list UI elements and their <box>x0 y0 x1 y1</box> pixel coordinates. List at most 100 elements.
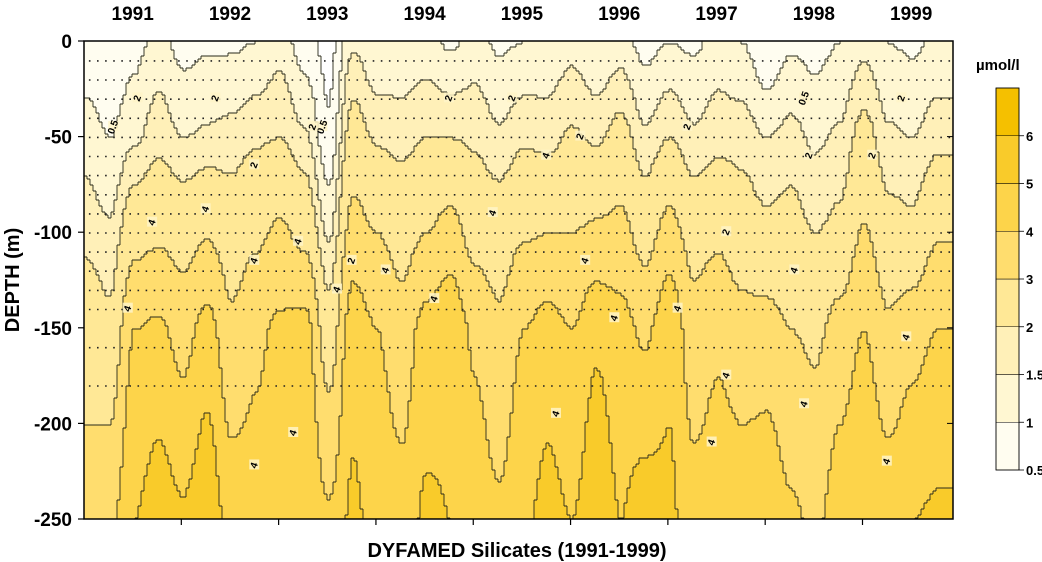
y-tick-label: -250 <box>34 510 72 531</box>
contour-label-bg <box>380 264 391 275</box>
contour-label-bg <box>507 92 518 103</box>
contour-label-bg <box>896 92 907 103</box>
colorbar-label: 0.5 <box>1026 463 1042 478</box>
contour-label-bg <box>721 369 732 380</box>
contour-label: 4 <box>901 333 913 342</box>
contour-label: 4 <box>541 151 553 160</box>
contour-label: 4 <box>146 218 158 227</box>
contour-label-bg <box>706 436 717 447</box>
contour-label: 4 <box>580 256 592 265</box>
year-label: 1999 <box>890 4 932 25</box>
y-axis-title: DEPTH (m) <box>2 228 24 332</box>
contour-label-bg <box>429 293 440 304</box>
colorbar-label: 5 <box>1026 177 1033 192</box>
contour-label-bg <box>580 254 591 265</box>
colorbar-label: 2 <box>1026 320 1033 335</box>
contour-label: 2 <box>443 94 455 103</box>
contour-label-bg <box>307 121 318 132</box>
contour-label: 0.5 <box>315 118 330 135</box>
contour-label-bg <box>487 207 498 218</box>
colorbar-swatch <box>995 278 1020 327</box>
colorbar-label: 1.5 <box>1026 368 1042 383</box>
silicate-field <box>84 41 953 519</box>
y-tick-label: -50 <box>45 128 72 149</box>
contour-label-bg <box>799 92 810 103</box>
contour-label: 4 <box>249 461 261 470</box>
year-labels: 1991 1992 1993 1994 1995 1996 1997 1998 1999 <box>112 4 933 25</box>
contour-label: 0.5 <box>797 90 812 107</box>
contour-label-bg <box>443 92 454 103</box>
contour-label-bg <box>550 407 561 418</box>
contour-label-bg <box>672 302 683 313</box>
contour-label: 2 <box>507 94 519 103</box>
contour-label-bg <box>210 92 221 103</box>
year-label: 1998 <box>793 4 835 25</box>
contour-label: 2 <box>896 94 908 103</box>
year-label: 1995 <box>501 4 544 25</box>
contour-label-bg <box>200 203 211 214</box>
contour-label-bg <box>575 130 586 141</box>
colorbar-swatch <box>995 374 1020 423</box>
contour-label-bg <box>867 149 878 160</box>
contour-label: 2 <box>803 151 815 160</box>
contour-label: 4 <box>429 294 441 303</box>
year-ticks <box>180 519 864 525</box>
contour-label: 0.5 <box>106 118 121 135</box>
y-tick-label: 0 <box>61 32 72 53</box>
contour-label-bg <box>789 264 800 275</box>
colorbar-label: 1 <box>1026 415 1033 430</box>
contour-label-bg <box>799 398 810 409</box>
colorbar-swatch <box>995 87 1020 136</box>
contour-label: 2 <box>249 161 261 170</box>
colorbar-swatch <box>995 326 1020 375</box>
contour-label-bg <box>249 459 260 470</box>
contour-label-bg <box>881 455 892 466</box>
contour-label-bg <box>541 149 552 160</box>
contour-label: 4 <box>200 205 212 214</box>
colorbar-label: 3 <box>1026 272 1033 287</box>
contour-label: 2 <box>307 122 319 131</box>
contour-label: 2 <box>210 94 222 103</box>
colorbar-frame <box>995 87 1020 471</box>
contour-label: 4 <box>672 304 684 313</box>
contour-label-bg <box>132 92 143 103</box>
contour-label-bg <box>609 312 620 323</box>
contour-label: 4 <box>380 266 392 275</box>
contour-label-bg <box>901 331 912 342</box>
colorbar-labels: 0.5 1 1.5 2 3 4 5 6 <box>1019 129 1042 478</box>
colorbar-label: 4 <box>1026 224 1034 239</box>
contour-label: 4 <box>122 304 134 313</box>
year-label: 1993 <box>306 4 348 25</box>
contour-label-bg <box>147 216 158 227</box>
contour-label: 4 <box>798 400 810 409</box>
contour-label: 4 <box>609 314 621 323</box>
contour-label-bg <box>108 121 119 132</box>
colorbar-swatch <box>995 422 1020 471</box>
y-tick-label: -150 <box>34 319 72 340</box>
year-label: 1991 <box>112 4 155 25</box>
y-tick-label: -100 <box>34 223 72 244</box>
contour-label: 4 <box>881 457 893 466</box>
contour-label: 4 <box>292 237 304 246</box>
contour-label-bg <box>332 283 343 294</box>
year-label: 1994 <box>403 4 446 25</box>
contour-label: 4 <box>331 285 343 294</box>
contour-label-bg <box>682 121 693 132</box>
colorbar-swatch <box>995 183 1020 232</box>
contour-label-bg <box>721 226 732 237</box>
contour-label: 4 <box>706 438 718 447</box>
colorbar-swatch <box>995 135 1020 184</box>
contour-label: 2 <box>132 94 144 103</box>
colorbar-label: 6 <box>1026 129 1033 144</box>
contour-label: 4 <box>789 266 801 275</box>
contour-label-bg <box>803 149 814 160</box>
contour-label-bg <box>249 159 260 170</box>
contour-label-bg <box>346 254 357 265</box>
colorbar-swatches <box>995 87 1020 471</box>
contour-label-bg <box>317 121 328 132</box>
colorbar-swatch <box>995 231 1020 280</box>
contour-label: 2 <box>721 227 733 236</box>
